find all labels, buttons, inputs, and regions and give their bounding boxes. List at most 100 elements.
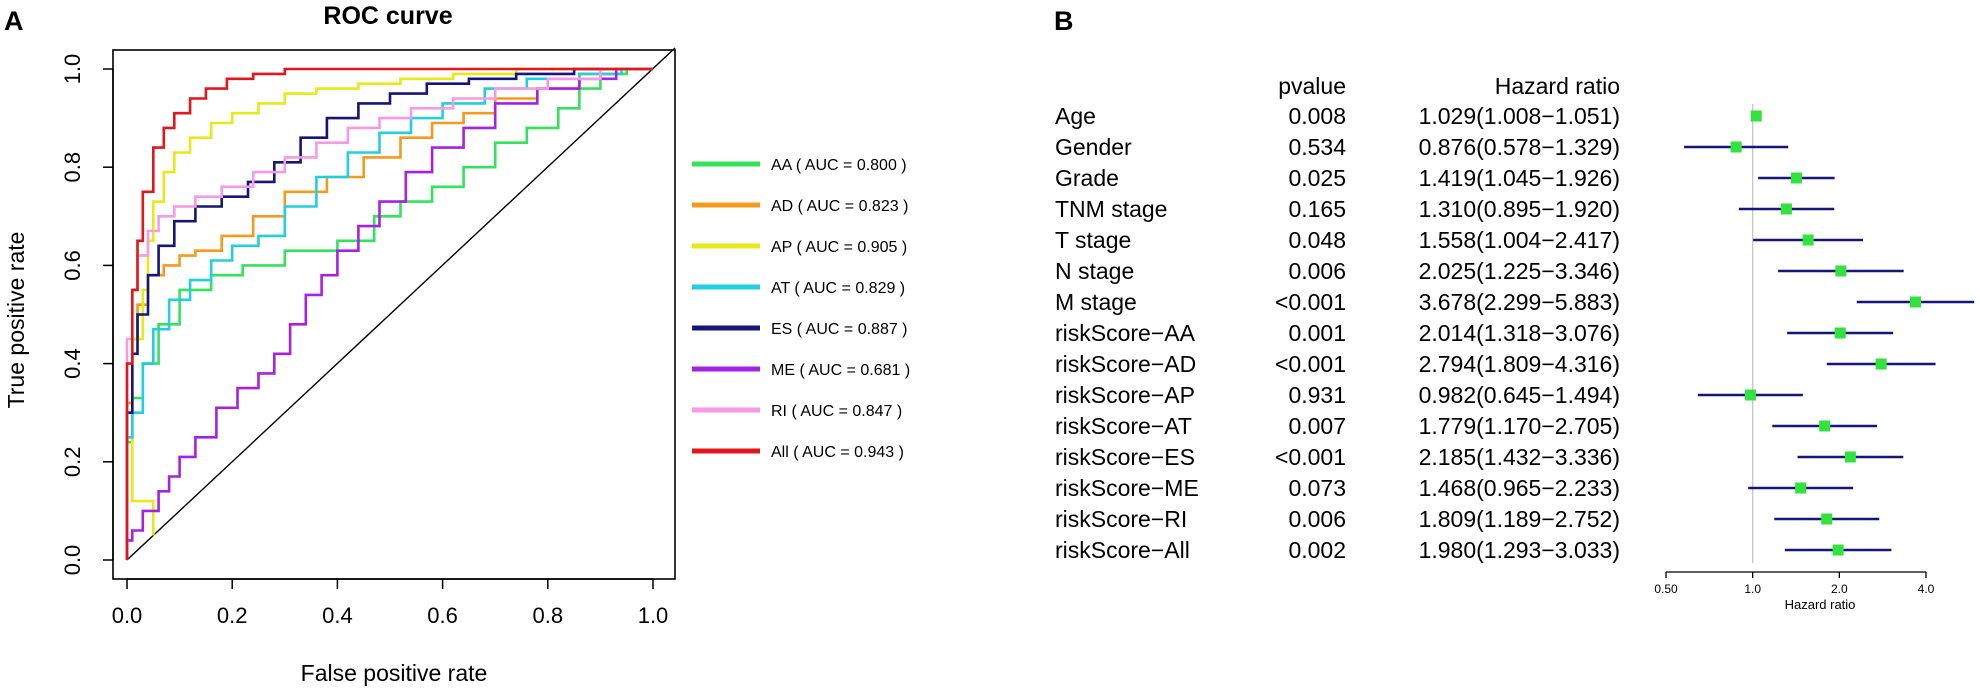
forest-row-pvalue: 0.007	[1288, 413, 1346, 439]
forest-row-pvalue: 0.534	[1288, 134, 1346, 160]
roc-x-tick-label: 0.4	[322, 603, 353, 628]
forest-hr-box	[1834, 327, 1846, 339]
forest-row-pvalue: 0.008	[1288, 103, 1346, 129]
forest-row-pvalue: 0.006	[1288, 258, 1346, 284]
roc-x-tick-label: 0.0	[112, 603, 143, 628]
roc-x-axis-label: False positive rate	[301, 660, 488, 686]
forest-row-pvalue: 0.931	[1288, 382, 1346, 408]
forest-row-name: TNM stage	[1055, 196, 1167, 222]
roc-y-tick-label: 0.0	[60, 545, 85, 576]
forest-row-hr: 1.779(1.170−2.705)	[1419, 413, 1620, 439]
forest-row-name: N stage	[1055, 258, 1134, 284]
panel-b-label: B	[1054, 6, 1074, 36]
forest-x-tick-label: 4.0	[1918, 582, 1935, 596]
forest-plot-area: 0.50 1.0 2.0 4.0	[1654, 104, 1975, 596]
forest-hr-box	[1910, 296, 1922, 308]
legend-entry-ad: AD ( AUC = 0.823 )	[771, 198, 908, 215]
roc-plot-frame	[112, 49, 676, 580]
legend-entry-ap: AP ( AUC = 0.905 )	[771, 239, 907, 256]
forest-hr-header: Hazard ratio	[1495, 73, 1620, 99]
forest-row-hr: 0.982(0.645−1.494)	[1419, 382, 1620, 408]
forest-row-pvalue: 0.048	[1288, 227, 1346, 253]
forest-x-axis: 0.50 1.0 2.0 4.0	[1654, 571, 1935, 596]
legend-entry-aa: AA ( AUC = 0.800 )	[771, 157, 907, 174]
forest-row-name: riskScore−AA	[1055, 320, 1196, 346]
roc-x-tick-label: 0.6	[427, 603, 458, 628]
forest-hr-box	[1875, 358, 1887, 370]
roc-y-axis-label: True positive rate	[3, 232, 29, 409]
roc-y-axis: 0.0 0.2 0.4 0.6 0.8 1.0	[60, 54, 114, 576]
forest-row-name: Age	[1055, 103, 1096, 129]
forest-row-name: Grade	[1055, 165, 1119, 191]
forest-row-name: riskScore−RI	[1055, 506, 1187, 532]
roc-curve-ap	[131, 67, 653, 536]
forest-hr-box	[1844, 451, 1856, 463]
roc-plot-area: 0.0 0.2 0.4 0.6 0.8 1.0 0.0 0.2 0.4 0.6 0.8 1.0	[60, 47, 676, 628]
forest-hr-box	[1832, 544, 1844, 556]
forest-hr-box	[1730, 141, 1742, 153]
roc-x-tick-label: 0.2	[217, 603, 248, 628]
roc-curve-all	[125, 67, 653, 560]
forest-row-name: riskScore−ES	[1055, 444, 1195, 470]
forest-row-hr: 0.876(0.578−1.329)	[1419, 134, 1620, 160]
legend-entry-ri: RI ( AUC = 0.847 )	[771, 403, 902, 420]
roc-curve-ri	[125, 67, 653, 560]
forest-row-name: riskScore−AD	[1055, 351, 1196, 377]
legend-entry-es: ES ( AUC = 0.887 )	[771, 321, 908, 338]
roc-curve-me	[125, 67, 653, 560]
forest-row-hr: 1.468(0.965−2.233)	[1419, 475, 1620, 501]
forest-row-name: Gender	[1055, 134, 1132, 160]
forest-hr-box	[1790, 172, 1802, 184]
legend-entry-me: ME ( AUC = 0.681 )	[771, 362, 910, 379]
forest-x-tick-label: 0.50	[1654, 582, 1678, 596]
forest-x-tick-label: 2.0	[1831, 582, 1848, 596]
roc-curves	[125, 67, 653, 560]
forest-row-hr: 2.185(1.432−3.336)	[1419, 444, 1620, 470]
forest-row-name: T stage	[1055, 227, 1131, 253]
roc-x-tick-label: 0.8	[533, 603, 564, 628]
forest-hr-box	[1819, 420, 1831, 432]
forest-row-hr: 2.014(1.318−3.076)	[1419, 320, 1620, 346]
roc-y-tick-label: 0.8	[60, 152, 85, 183]
forest-row-hr: 2.025(1.225−3.346)	[1419, 258, 1620, 284]
forest-x-axis-label: Hazard ratio	[1785, 597, 1856, 612]
roc-y-tick-label: 1.0	[60, 54, 85, 85]
legend-entry-at: AT ( AUC = 0.829 )	[771, 280, 905, 297]
forest-row-pvalue: <0.001	[1275, 351, 1346, 377]
forest-row-hr: 1.029(1.008−1.051)	[1419, 103, 1620, 129]
forest-row-pvalue: 0.073	[1288, 475, 1346, 501]
roc-legend: AA ( AUC = 0.800 ) AD ( AUC = 0.823 ) AP (…	[692, 157, 910, 461]
roc-y-tick-label: 0.6	[60, 250, 85, 281]
forest-hr-box	[1750, 110, 1762, 122]
forest-row-name: riskScore−AT	[1055, 413, 1192, 439]
forest-row-hr: 1.809(1.189−2.752)	[1419, 506, 1620, 532]
forest-row-hr: 2.794(1.809−4.316)	[1419, 351, 1620, 377]
legend-entry-all: All ( AUC = 0.943 )	[771, 444, 904, 461]
forest-row-pvalue: 0.165	[1288, 196, 1346, 222]
roc-diagonal	[126, 47, 676, 561]
forest-hr-box	[1802, 234, 1814, 246]
forest-row-pvalue: <0.001	[1275, 444, 1346, 470]
panel-a-label: A	[4, 6, 24, 36]
roc-y-tick-label: 0.2	[60, 447, 85, 478]
forest-row-pvalue: <0.001	[1275, 289, 1346, 315]
forest-marks	[1684, 110, 1975, 556]
forest-row-pvalue: 0.002	[1288, 537, 1346, 563]
roc-curve-es	[125, 67, 653, 560]
forest-row-name: riskScore−ME	[1055, 475, 1199, 501]
forest-row-name: M stage	[1055, 289, 1137, 315]
forest-hr-box	[1795, 482, 1807, 494]
forest-hr-box	[1835, 265, 1847, 277]
forest-hr-box	[1821, 513, 1833, 525]
forest-row-hr: 3.678(2.299−5.883)	[1419, 289, 1620, 315]
forest-row-pvalue: 0.001	[1288, 320, 1346, 346]
forest-row-hr: 1.980(1.293−3.033)	[1419, 537, 1620, 563]
forest-row-hr: 1.310(0.895−1.920)	[1419, 196, 1620, 222]
roc-x-tick-label: 1.0	[638, 603, 669, 628]
forest-hr-box	[1780, 203, 1792, 215]
roc-title: ROC curve	[323, 2, 452, 30]
forest-row-name: riskScore−All	[1055, 537, 1190, 563]
forest-pvalue-header: pvalue	[1278, 73, 1346, 99]
roc-x-axis: 0.0 0.2 0.4 0.6 0.8 1.0	[112, 578, 669, 628]
roc-y-tick-label: 0.4	[60, 348, 85, 379]
